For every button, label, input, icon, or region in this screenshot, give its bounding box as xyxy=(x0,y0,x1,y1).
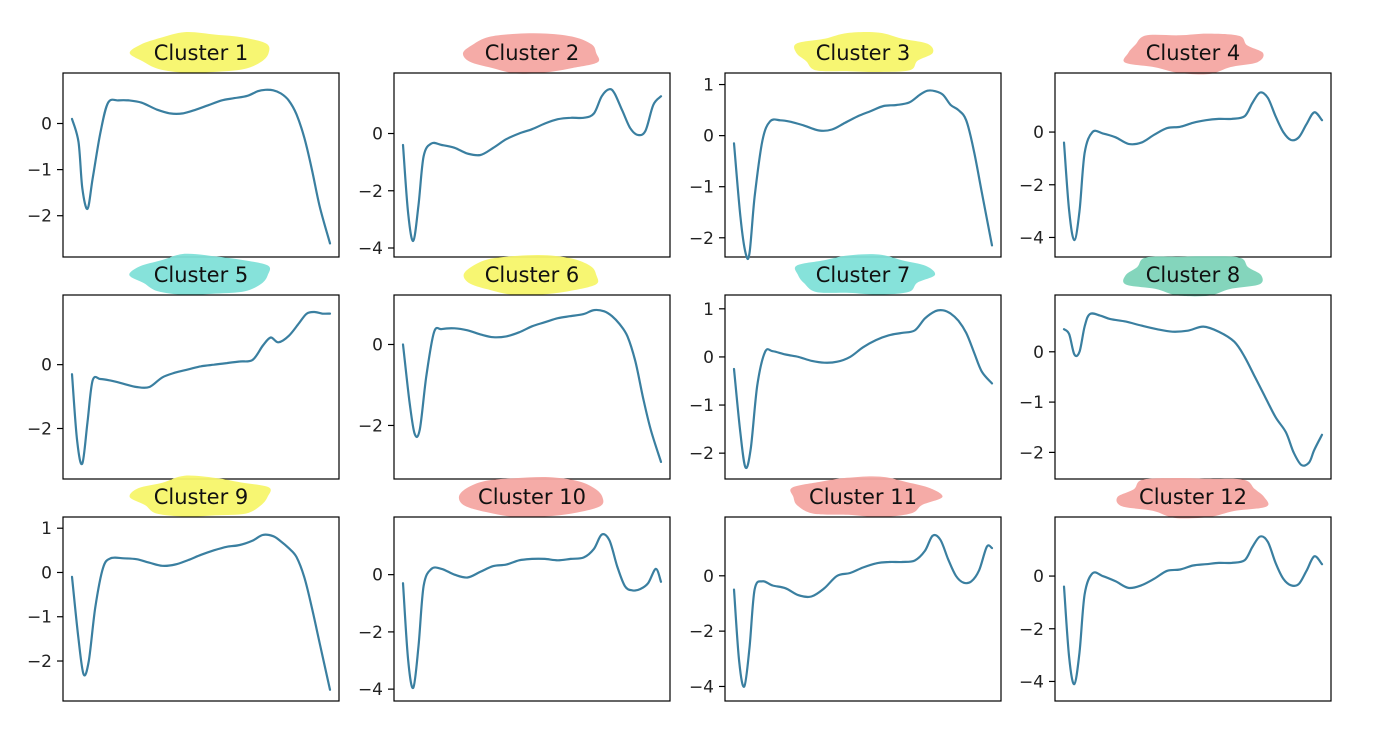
subplot-title: Cluster 3 xyxy=(816,41,911,65)
subplot-5: Cluster 5 0 −2 xyxy=(27,253,340,480)
y-tick-label: −1 xyxy=(1019,393,1044,413)
title-highlight xyxy=(1123,33,1264,75)
series-line xyxy=(1062,91,1324,242)
axes-frame xyxy=(724,72,1002,258)
subplot-title: Cluster 2 xyxy=(485,41,580,65)
y-tick-label: −2 xyxy=(358,416,383,436)
subplot-10: Cluster 10 0 −2 −4 xyxy=(358,476,671,702)
y-tick-label: 0 xyxy=(372,566,383,586)
y-tick-label: −2 xyxy=(689,444,714,464)
y-tick-label: −2 xyxy=(689,622,714,642)
y-tick-label: 0 xyxy=(41,356,52,376)
subplot-12: Cluster 12 0 −2 −4 xyxy=(1019,477,1332,702)
subplot-title: Cluster 7 xyxy=(816,263,911,287)
y-tick-label: −2 xyxy=(1019,443,1044,463)
subplot-6: Cluster 6 0 −2 xyxy=(358,255,671,480)
series-line xyxy=(70,88,332,245)
y-tick-label: 0 xyxy=(1033,567,1044,587)
y-tick-label: −4 xyxy=(689,677,714,697)
axes-frame xyxy=(1054,294,1332,480)
y-tick-label: −2 xyxy=(27,207,52,227)
series-line xyxy=(1062,535,1324,686)
y-tick-label: −1 xyxy=(689,178,714,198)
subplot-title: Cluster 9 xyxy=(154,485,249,509)
title-highlight xyxy=(1116,477,1269,519)
axes-frame xyxy=(393,516,671,702)
axes-frame xyxy=(62,294,340,480)
title-highlight xyxy=(794,254,936,295)
subplot-2: Cluster 2 0 −2 −4 xyxy=(358,33,671,259)
series-line xyxy=(1062,312,1324,467)
y-tick-label: 1 xyxy=(703,76,714,96)
title-highlight xyxy=(794,31,934,73)
y-tick-label: 0 xyxy=(703,348,714,368)
axes-frame xyxy=(62,72,340,258)
axes-frame xyxy=(393,294,671,480)
y-tick-label: −2 xyxy=(358,182,383,202)
subplot-title: Cluster 12 xyxy=(1139,485,1247,509)
y-tick-label: −2 xyxy=(27,652,52,672)
y-tick-label: 0 xyxy=(41,563,52,583)
y-tick-label: 0 xyxy=(372,125,383,145)
series-line xyxy=(401,533,663,690)
y-tick-label: −4 xyxy=(358,680,383,700)
y-tick-label: 0 xyxy=(703,127,714,147)
title-highlight xyxy=(129,31,270,74)
axes-frame xyxy=(724,516,1002,702)
y-tick-label: 0 xyxy=(1033,123,1044,143)
y-tick-label: −1 xyxy=(27,161,52,181)
subplot-title: Cluster 1 xyxy=(154,41,249,65)
title-highlight xyxy=(463,255,599,296)
title-highlight xyxy=(458,476,604,518)
y-tick-label: 1 xyxy=(703,300,714,320)
subplot-7: Cluster 7 1 0 −1 −2 xyxy=(689,254,1002,480)
title-highlight xyxy=(790,476,943,518)
y-tick-label: −2 xyxy=(1019,176,1044,196)
series-line xyxy=(732,308,994,470)
title-highlight xyxy=(129,253,271,295)
subplot-9: Cluster 9 1 0 −1 −2 xyxy=(27,475,340,702)
subplot-11: Cluster 11 0 −2 −4 xyxy=(689,476,1002,702)
y-tick-label: −2 xyxy=(358,623,383,643)
subplot-title: Cluster 11 xyxy=(809,485,917,509)
y-tick-label: −4 xyxy=(1019,672,1044,692)
series-line xyxy=(732,89,994,260)
y-tick-label: 0 xyxy=(372,335,383,355)
y-tick-label: 0 xyxy=(703,567,714,587)
y-tick-label: −4 xyxy=(358,239,383,259)
title-highlight xyxy=(462,33,600,74)
axes-frame xyxy=(393,72,671,258)
title-highlight xyxy=(129,475,271,517)
subplot-4: Cluster 4 0 −2 −4 xyxy=(1019,33,1332,258)
series-line xyxy=(401,308,663,463)
series-line xyxy=(70,533,332,691)
title-highlight xyxy=(1123,256,1263,297)
subplot-title: Cluster 10 xyxy=(478,485,586,509)
subplot-title: Cluster 5 xyxy=(154,263,249,287)
subplot-title: Cluster 8 xyxy=(1146,263,1241,287)
subplot-title: Cluster 4 xyxy=(1146,41,1241,65)
subplot-title: Cluster 6 xyxy=(485,263,580,287)
axes-frame xyxy=(62,516,340,702)
y-tick-label: 0 xyxy=(41,115,52,135)
subplot-1: Cluster 1 0 −1 −2 xyxy=(27,31,340,258)
subplot-8: Cluster 8 0 −1 −2 xyxy=(1019,256,1332,480)
series-line xyxy=(732,533,994,688)
y-tick-label: −2 xyxy=(1019,620,1044,640)
y-tick-label: 1 xyxy=(41,519,52,539)
y-tick-label: −2 xyxy=(689,229,714,249)
axes-frame xyxy=(1054,516,1332,702)
y-tick-label: 0 xyxy=(1033,343,1044,363)
axes-frame xyxy=(1054,72,1332,258)
y-tick-label: −1 xyxy=(27,608,52,628)
subplot-3: Cluster 3 1 0 −1 −2 xyxy=(689,31,1002,260)
series-line xyxy=(401,87,663,242)
y-tick-label: −2 xyxy=(27,420,52,440)
series-line xyxy=(70,310,332,466)
y-tick-label: −1 xyxy=(689,396,714,416)
y-tick-label: −4 xyxy=(1019,228,1044,248)
